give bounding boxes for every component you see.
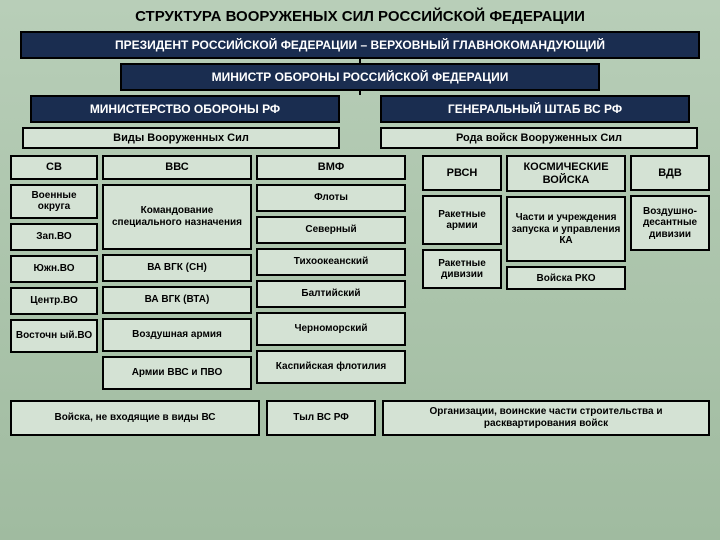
- general-staff-box: ГЕНЕРАЛЬНЫЙ ШТАБ ВС РФ: [380, 95, 690, 123]
- ministry-row: МИНИСТЕРСТВО ОБОРОНЫ РФ ГЕНЕРАЛЬНЫЙ ШТАБ…: [10, 95, 710, 123]
- vvs-item: ВА ВГК (СН): [102, 254, 252, 282]
- ministry-box: МИНИСТЕРСТВО ОБОРОНЫ РФ: [30, 95, 340, 123]
- vvs-head: ВВС: [102, 155, 252, 180]
- vvs-item: Воздушная армия: [102, 318, 252, 352]
- sv-item: Зап.ВО: [10, 223, 98, 251]
- types-header: Виды Вооруженных Сил: [22, 127, 340, 149]
- bottom-row: Войска, не входящие в виды ВС Тыл ВС РФ …: [10, 400, 710, 436]
- rvsn-item: Ракетные армии: [422, 195, 502, 245]
- vvs-item: Командование специального назначения: [102, 184, 252, 250]
- bottom-box-1: Войска, не входящие в виды ВС: [10, 400, 260, 436]
- vdv-item: Воздушно-десантные дивизии: [630, 195, 710, 251]
- types-grid: СВ Военные округа Зап.ВО Южн.ВО Центр.ВО…: [10, 151, 412, 390]
- vmf-head: ВМФ: [256, 155, 406, 180]
- vvs-item: ВА ВГК (ВТА): [102, 286, 252, 314]
- vvs-item: Армии ВВС и ПВО: [102, 356, 252, 390]
- rvsn-head: РВСН: [422, 155, 502, 191]
- page: СТРУКТУРА ВООРУЖЕНЫХ СИЛ РОССИЙСКОЙ ФЕДЕ…: [0, 0, 720, 540]
- sv-item: Восточн ый.ВО: [10, 319, 98, 353]
- vmf-item: Каспийская флотилия: [256, 350, 406, 384]
- rvsn-item: Ракетные дивизии: [422, 249, 502, 289]
- vmf-item: Флоты: [256, 184, 406, 212]
- vmf-item: Балтийский: [256, 280, 406, 308]
- vmf-item: Северный: [256, 216, 406, 244]
- sv-head: СВ: [10, 155, 98, 180]
- page-title: СТРУКТУРА ВООРУЖЕНЫХ СИЛ РОССИЙСКОЙ ФЕДЕ…: [10, 6, 710, 31]
- bottom-box-2: Тыл ВС РФ: [266, 400, 376, 436]
- sv-item: Военные округа: [10, 184, 98, 219]
- sv-item: Центр.ВО: [10, 287, 98, 315]
- president-box: ПРЕЗИДЕНТ РОССИЙСКОЙ ФЕДЕРАЦИИ – ВЕРХОВН…: [20, 31, 700, 59]
- vmf-item: Черноморский: [256, 312, 406, 346]
- kv-head: КОСМИЧЕСКИЕ ВОЙСКА: [506, 155, 626, 192]
- kv-item: Части и учреждения запуска и управления …: [506, 196, 626, 262]
- vdv-head: ВДВ: [630, 155, 710, 191]
- main-grid: СВ Военные округа Зап.ВО Южн.ВО Центр.ВО…: [10, 151, 710, 390]
- branches-grid: РВСН Ракетные армии Ракетные дивизии КОС…: [422, 151, 710, 390]
- sv-item: Южн.ВО: [10, 255, 98, 283]
- branches-header: Рода войск Вооруженных Сил: [380, 127, 698, 149]
- minister-box: МИНИСТР ОБОРОНЫ РОССИЙСКОЙ ФЕДЕРАЦИИ: [120, 63, 600, 91]
- bottom-box-3: Организации, воинские части строительств…: [382, 400, 710, 436]
- vmf-item: Тихоокеанский: [256, 248, 406, 276]
- subheader-row: Виды Вооруженных Сил Рода войск Вооружен…: [10, 123, 710, 149]
- kv-item: Войска РКО: [506, 266, 626, 290]
